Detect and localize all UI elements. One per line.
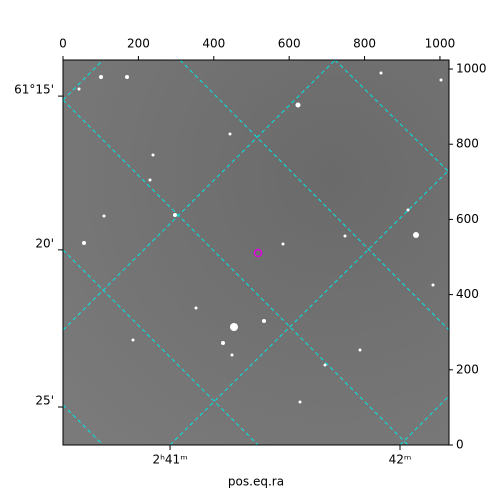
frame	[62, 59, 450, 446]
x-tick-label: 1000	[425, 37, 456, 51]
y-tick-label: 800	[456, 137, 479, 151]
target-marker	[253, 248, 263, 258]
ra-tick-label: 42ᵐ	[389, 453, 412, 467]
dec-tick-label: 20'	[35, 236, 54, 250]
x-tick-label: 800	[353, 37, 376, 51]
ra-tick-label: 2ʰ41ᵐ	[152, 453, 187, 467]
y-tick-label: 400	[456, 287, 479, 301]
y-tick-label: 0	[456, 438, 464, 452]
stars	[63, 60, 449, 445]
dec-tick-label: 25'	[35, 394, 54, 408]
x-axis-label: pos.eq.ra	[228, 475, 284, 489]
y-tick-label: 200	[456, 362, 479, 376]
x-tick-label: 0	[59, 37, 67, 51]
sky-image	[63, 60, 449, 445]
x-tick-label: 400	[202, 37, 225, 51]
y-tick-label: 1000	[456, 62, 487, 76]
x-tick-label: 600	[278, 37, 301, 51]
x-tick-label: 200	[127, 37, 150, 51]
dec-tick-label: 61°15'	[14, 83, 54, 97]
y-tick-label: 600	[456, 212, 479, 226]
